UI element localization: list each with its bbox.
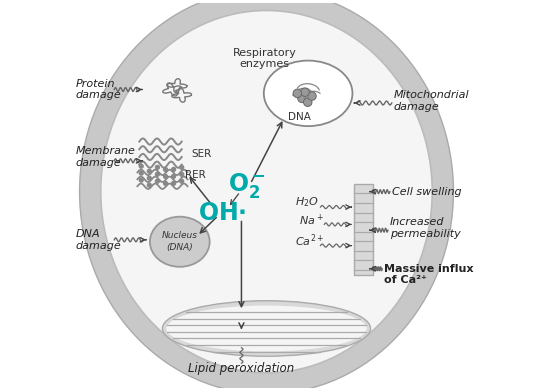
Circle shape (308, 92, 316, 100)
Text: $\mathbf{O_2^-}$: $\mathbf{O_2^-}$ (229, 171, 266, 200)
Text: Massive influx
of Ca²⁺: Massive influx of Ca²⁺ (384, 264, 473, 285)
Ellipse shape (166, 305, 367, 352)
Circle shape (301, 88, 309, 97)
Text: Protein
damage: Protein damage (76, 79, 122, 100)
Text: Increased
permeability: Increased permeability (390, 217, 461, 239)
Text: SER: SER (191, 149, 212, 159)
Text: Cell swelling: Cell swelling (392, 187, 462, 197)
Circle shape (139, 164, 143, 168)
Ellipse shape (150, 217, 209, 267)
Text: Mitochondrial
damage: Mitochondrial damage (394, 90, 470, 112)
FancyBboxPatch shape (354, 184, 373, 274)
Ellipse shape (264, 61, 352, 126)
Ellipse shape (101, 11, 432, 373)
Text: $Ca^{2+}$: $Ca^{2+}$ (295, 232, 325, 249)
Circle shape (139, 178, 143, 182)
Circle shape (172, 174, 175, 178)
Circle shape (164, 174, 167, 178)
Circle shape (156, 179, 159, 183)
Circle shape (139, 171, 143, 175)
Circle shape (148, 183, 151, 187)
Circle shape (156, 165, 159, 169)
Text: $Na^+$: $Na^+$ (299, 212, 324, 228)
Circle shape (164, 181, 167, 185)
Circle shape (172, 167, 175, 171)
Text: RER: RER (185, 170, 206, 180)
Circle shape (180, 165, 184, 169)
Circle shape (303, 98, 312, 106)
Ellipse shape (163, 301, 370, 356)
Ellipse shape (79, 0, 454, 391)
Text: $\mathbf{OH{\bullet}}$: $\mathbf{OH{\bullet}}$ (198, 201, 246, 225)
Circle shape (156, 172, 159, 176)
Text: (DNA): (DNA) (166, 243, 193, 252)
Circle shape (293, 89, 302, 98)
Text: DNA: DNA (288, 112, 311, 122)
Text: Nucleus: Nucleus (162, 231, 198, 240)
Circle shape (164, 168, 167, 171)
Circle shape (180, 172, 184, 176)
Text: $H_2O$: $H_2O$ (295, 195, 319, 209)
Text: Respiratory
enzymes: Respiratory enzymes (232, 48, 296, 70)
Text: Membrane
damage: Membrane damage (76, 146, 135, 168)
Circle shape (180, 179, 184, 183)
Circle shape (298, 94, 306, 102)
Circle shape (148, 169, 151, 173)
Text: DNA
damage: DNA damage (76, 229, 122, 251)
Circle shape (148, 176, 151, 180)
Text: Lipid peroxidation: Lipid peroxidation (188, 362, 295, 375)
Circle shape (172, 181, 175, 185)
